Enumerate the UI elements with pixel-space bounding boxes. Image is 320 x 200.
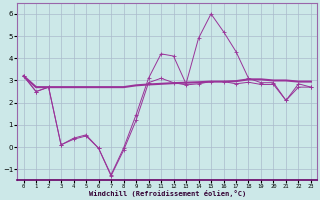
X-axis label: Windchill (Refroidissement éolien,°C): Windchill (Refroidissement éolien,°C)	[89, 190, 246, 197]
